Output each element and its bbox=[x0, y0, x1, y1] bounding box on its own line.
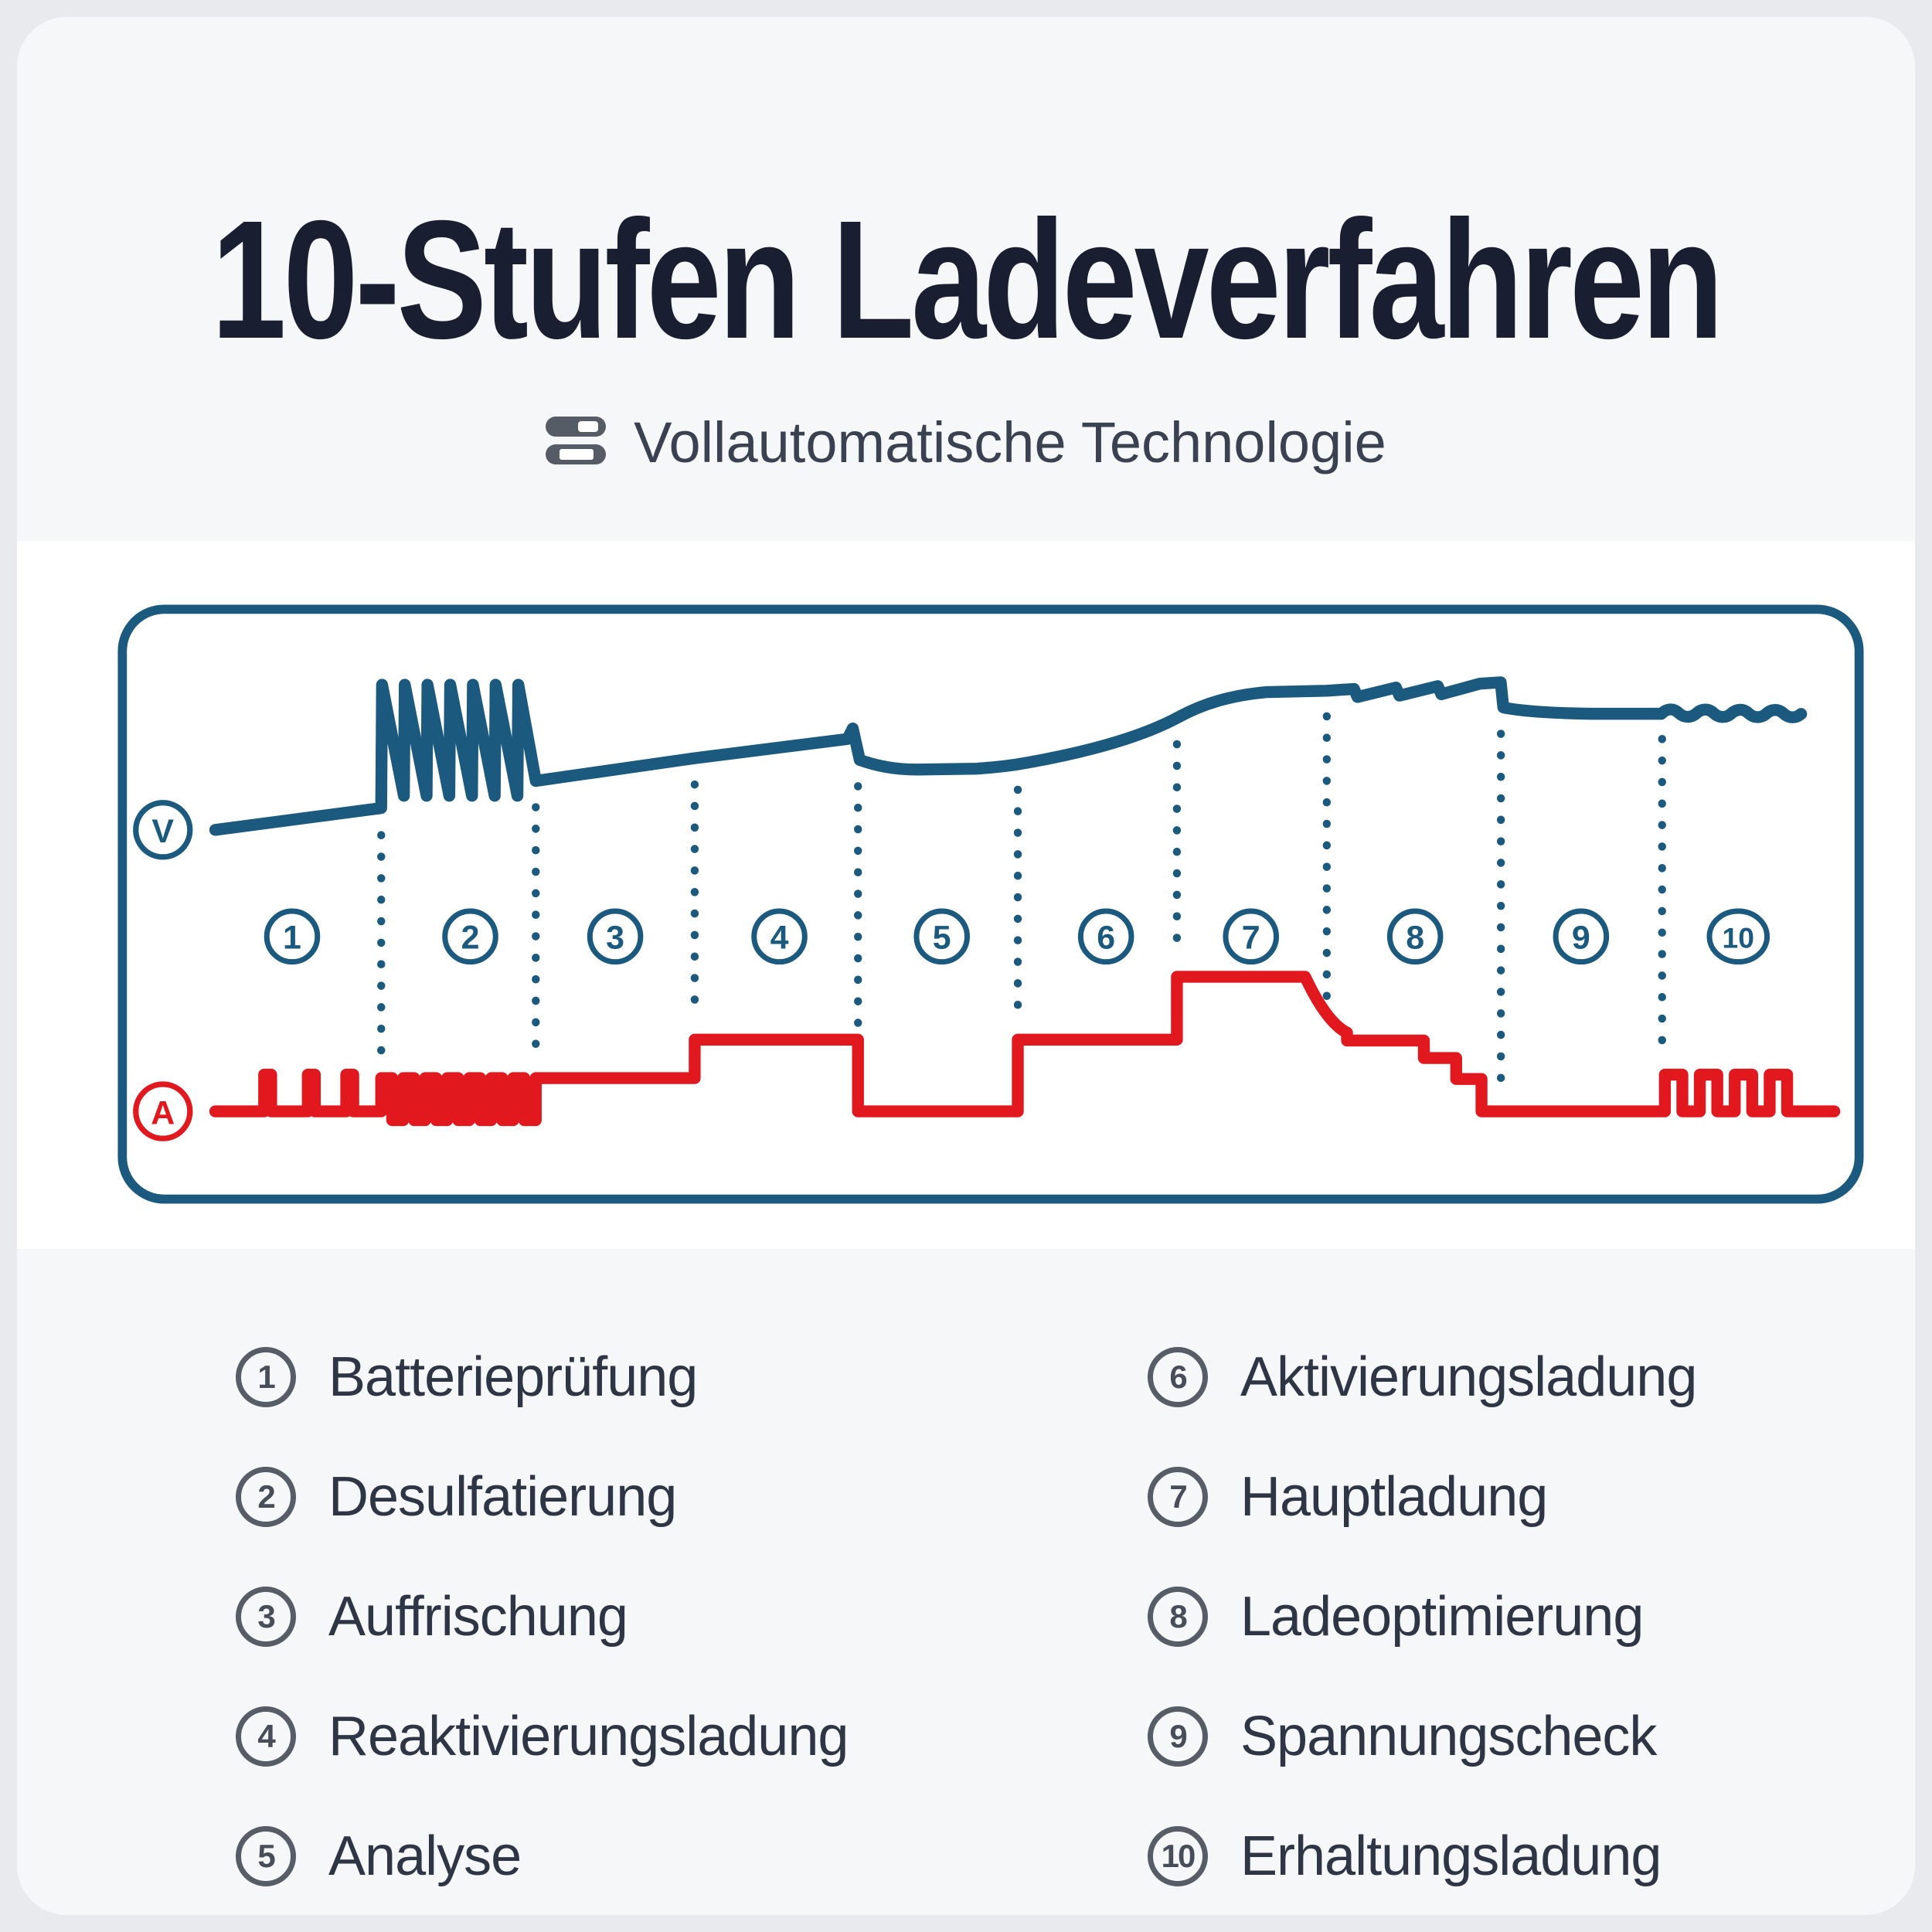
current-curve bbox=[209, 971, 1841, 1127]
main-card: 10-Stufen Ladeverfahren Vollautomatische… bbox=[17, 17, 1915, 1915]
svg-text:2: 2 bbox=[461, 920, 480, 957]
legend-number-badge: 5 bbox=[236, 1826, 296, 1886]
legend-item-5: 5 Analyse bbox=[236, 1825, 848, 1887]
legend-item-3: 3 Auffrischung bbox=[236, 1586, 848, 1648]
legend-item-10: 10 Erhaltungsladung bbox=[1148, 1825, 1696, 1887]
subtitle-row: Vollautomatische Technologie bbox=[17, 410, 1915, 475]
svg-text:3: 3 bbox=[606, 920, 624, 957]
stage-number-badges: 1 2 3 4 5 6 7 8 9 10 bbox=[264, 908, 1770, 965]
legend-number-badge: 3 bbox=[236, 1587, 296, 1647]
legend-column-right: 6 Aktivierungsladung 7 Hauptladung 8 Ladeopti… bbox=[1148, 1346, 1697, 1932]
voltage-curve bbox=[209, 676, 1808, 836]
legend-number-badge: 4 bbox=[236, 1706, 296, 1767]
svg-text:1: 1 bbox=[283, 920, 301, 957]
chart-svg: V A 1 2 3 4 5 6 7 8 9 10 bbox=[117, 604, 1864, 1204]
stage-badge-2: 2 bbox=[442, 908, 498, 965]
stage-separators bbox=[377, 712, 1666, 1095]
charger-icon bbox=[546, 417, 607, 468]
svg-text:10: 10 bbox=[1723, 922, 1754, 954]
subtitle-text: Vollautomatische Technologie bbox=[634, 410, 1386, 474]
svg-text:6: 6 bbox=[1097, 920, 1115, 957]
legend-label: Spannungscheck bbox=[1240, 1706, 1657, 1767]
legend-label: Reaktivierungsladung bbox=[328, 1706, 849, 1767]
charging-curve-chart: V A 1 2 3 4 5 6 7 8 9 10 bbox=[117, 604, 1864, 1204]
svg-text:5: 5 bbox=[933, 920, 951, 957]
page-title: 10-Stufen Ladeverfahren bbox=[211, 186, 1724, 374]
legend-column-left: 1 Batterieprüfung 2 Desulfatierung 3 Auffrisc… bbox=[236, 1346, 849, 1932]
voltage-axis-badge: V bbox=[133, 800, 193, 860]
legend-item-9: 9 Spannungscheck bbox=[1148, 1706, 1696, 1767]
stage-badge-5: 5 bbox=[913, 908, 970, 965]
legend-item-4: 4 Reaktivierungsladung bbox=[236, 1706, 849, 1767]
svg-text:4: 4 bbox=[770, 920, 789, 957]
legend-number-badge: 9 bbox=[1148, 1706, 1208, 1767]
stage-badge-3: 3 bbox=[587, 908, 644, 965]
legend-number-badge: 1 bbox=[236, 1347, 296, 1407]
svg-text:V: V bbox=[151, 813, 174, 850]
legend-item-1: 1 Batterieprüfung bbox=[236, 1346, 848, 1408]
stage-badge-6: 6 bbox=[1077, 908, 1134, 965]
svg-text:9: 9 bbox=[1572, 920, 1590, 957]
legend-item-6: 6 Aktivierungsladung bbox=[1148, 1346, 1697, 1408]
legend-item-2: 2 Desulfatierung bbox=[236, 1466, 848, 1528]
current-axis-badge: A bbox=[133, 1081, 193, 1141]
legend-number-badge: 10 bbox=[1148, 1826, 1208, 1886]
legend-number-badge: 6 bbox=[1148, 1347, 1208, 1407]
svg-text:8: 8 bbox=[1406, 920, 1424, 957]
legend-label: Auffrischung bbox=[328, 1586, 628, 1648]
legend-number-badge: 8 bbox=[1148, 1587, 1208, 1647]
svg-text:A: A bbox=[151, 1094, 175, 1131]
stage-badge-4: 4 bbox=[751, 908, 808, 965]
stage-badge-8: 8 bbox=[1386, 908, 1444, 965]
svg-text:7: 7 bbox=[1242, 920, 1260, 957]
legend-label: Ladeoptimierung bbox=[1240, 1586, 1644, 1648]
stage-badge-1: 1 bbox=[264, 908, 321, 965]
legend-number-badge: 2 bbox=[236, 1467, 296, 1527]
stage-badge-7: 7 bbox=[1223, 908, 1280, 965]
legend-item-7: 7 Hauptladung bbox=[1148, 1466, 1696, 1528]
legend-item-8: 8 Ladeoptimierung bbox=[1148, 1586, 1696, 1648]
legend-label: Erhaltungsladung bbox=[1240, 1825, 1662, 1887]
legend-label: Desulfatierung bbox=[328, 1466, 677, 1528]
legend-label: Hauptladung bbox=[1240, 1466, 1548, 1528]
stage-badge-10: 10 bbox=[1706, 908, 1770, 965]
legend-number-badge: 7 bbox=[1148, 1467, 1208, 1527]
legend-label: Aktivierungsladung bbox=[1240, 1346, 1697, 1408]
legend-label: Analyse bbox=[328, 1825, 522, 1887]
stage-badge-9: 9 bbox=[1553, 908, 1610, 965]
legend-label: Batterieprüfung bbox=[328, 1346, 698, 1408]
